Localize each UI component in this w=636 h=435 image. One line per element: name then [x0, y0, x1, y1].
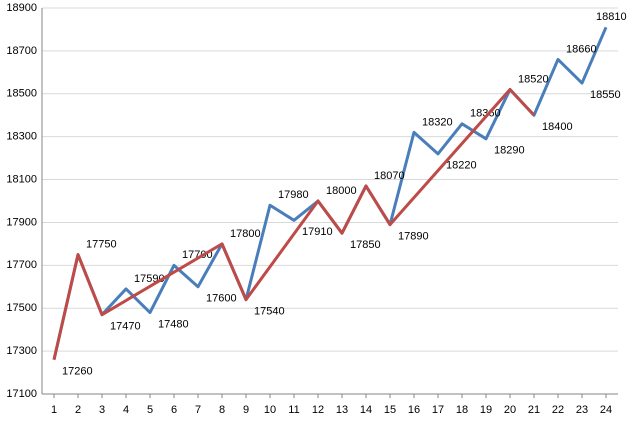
- data-label: 17480: [158, 318, 189, 330]
- x-tick-label: 18: [456, 404, 468, 416]
- x-tick-label: 12: [312, 404, 324, 416]
- x-tick-label: 5: [147, 404, 153, 416]
- y-tick-label: 18900: [6, 2, 37, 14]
- data-label: 17980: [278, 189, 309, 201]
- data-label: 18070: [374, 170, 405, 182]
- data-label: 18810: [596, 11, 627, 23]
- data-label: 17540: [254, 306, 285, 318]
- data-label: 17800: [230, 228, 261, 240]
- y-tick-label: 17100: [6, 388, 37, 400]
- y-tick-label: 17500: [6, 302, 37, 314]
- x-tick-label: 1: [51, 404, 57, 416]
- y-tick-label: 17700: [6, 259, 37, 271]
- x-tick-label: 21: [528, 404, 540, 416]
- x-tick-label: 19: [480, 404, 492, 416]
- data-label: 17910: [302, 226, 333, 238]
- x-tick-label: 3: [99, 404, 105, 416]
- data-label: 18520: [518, 73, 549, 85]
- x-tick-label: 13: [336, 404, 348, 416]
- data-label: 18660: [566, 43, 597, 55]
- x-tick-label: 22: [552, 404, 564, 416]
- data-label: 17890: [398, 230, 429, 242]
- x-tick-label: 17: [432, 404, 444, 416]
- data-label: 17470: [110, 321, 141, 333]
- series-line: [52, 87, 536, 361]
- x-tick-label: 8: [219, 404, 225, 416]
- x-tick-label: 11: [288, 404, 299, 416]
- x-tick-label: 20: [504, 404, 516, 416]
- y-tick-label: 18700: [6, 45, 37, 57]
- data-label: 18400: [542, 121, 573, 133]
- y-tick-label: 18500: [6, 88, 37, 100]
- y-tick-label: 17300: [6, 345, 37, 357]
- x-tick-label: 6: [171, 404, 177, 416]
- y-tick-label: 17900: [6, 216, 37, 228]
- data-label: 17600: [206, 293, 237, 305]
- data-label: 17750: [86, 239, 117, 251]
- data-label: 17850: [350, 239, 381, 251]
- x-tick-label: 16: [408, 404, 420, 416]
- x-tick-label: 7: [195, 404, 201, 416]
- x-tick-label: 9: [243, 404, 249, 416]
- x-tick-label: 2: [75, 404, 81, 416]
- x-tick-label: 14: [360, 404, 372, 416]
- data-label: 18290: [494, 145, 525, 157]
- data-label: 18220: [446, 160, 477, 172]
- data-label: 18000: [326, 185, 357, 197]
- x-tick-label: 15: [384, 404, 396, 416]
- y-tick-label: 18300: [6, 131, 37, 143]
- x-tick-label: 10: [264, 404, 276, 416]
- x-tick-label: 4: [123, 404, 129, 416]
- y-tick-label: 18100: [6, 173, 37, 185]
- x-tick-label: 24: [600, 404, 612, 416]
- x-tick-label: 23: [576, 404, 588, 416]
- data-label: 17260: [62, 366, 93, 378]
- data-label: 18320: [422, 116, 453, 128]
- data-label: 17700: [182, 249, 213, 261]
- data-label: 18550: [590, 89, 621, 101]
